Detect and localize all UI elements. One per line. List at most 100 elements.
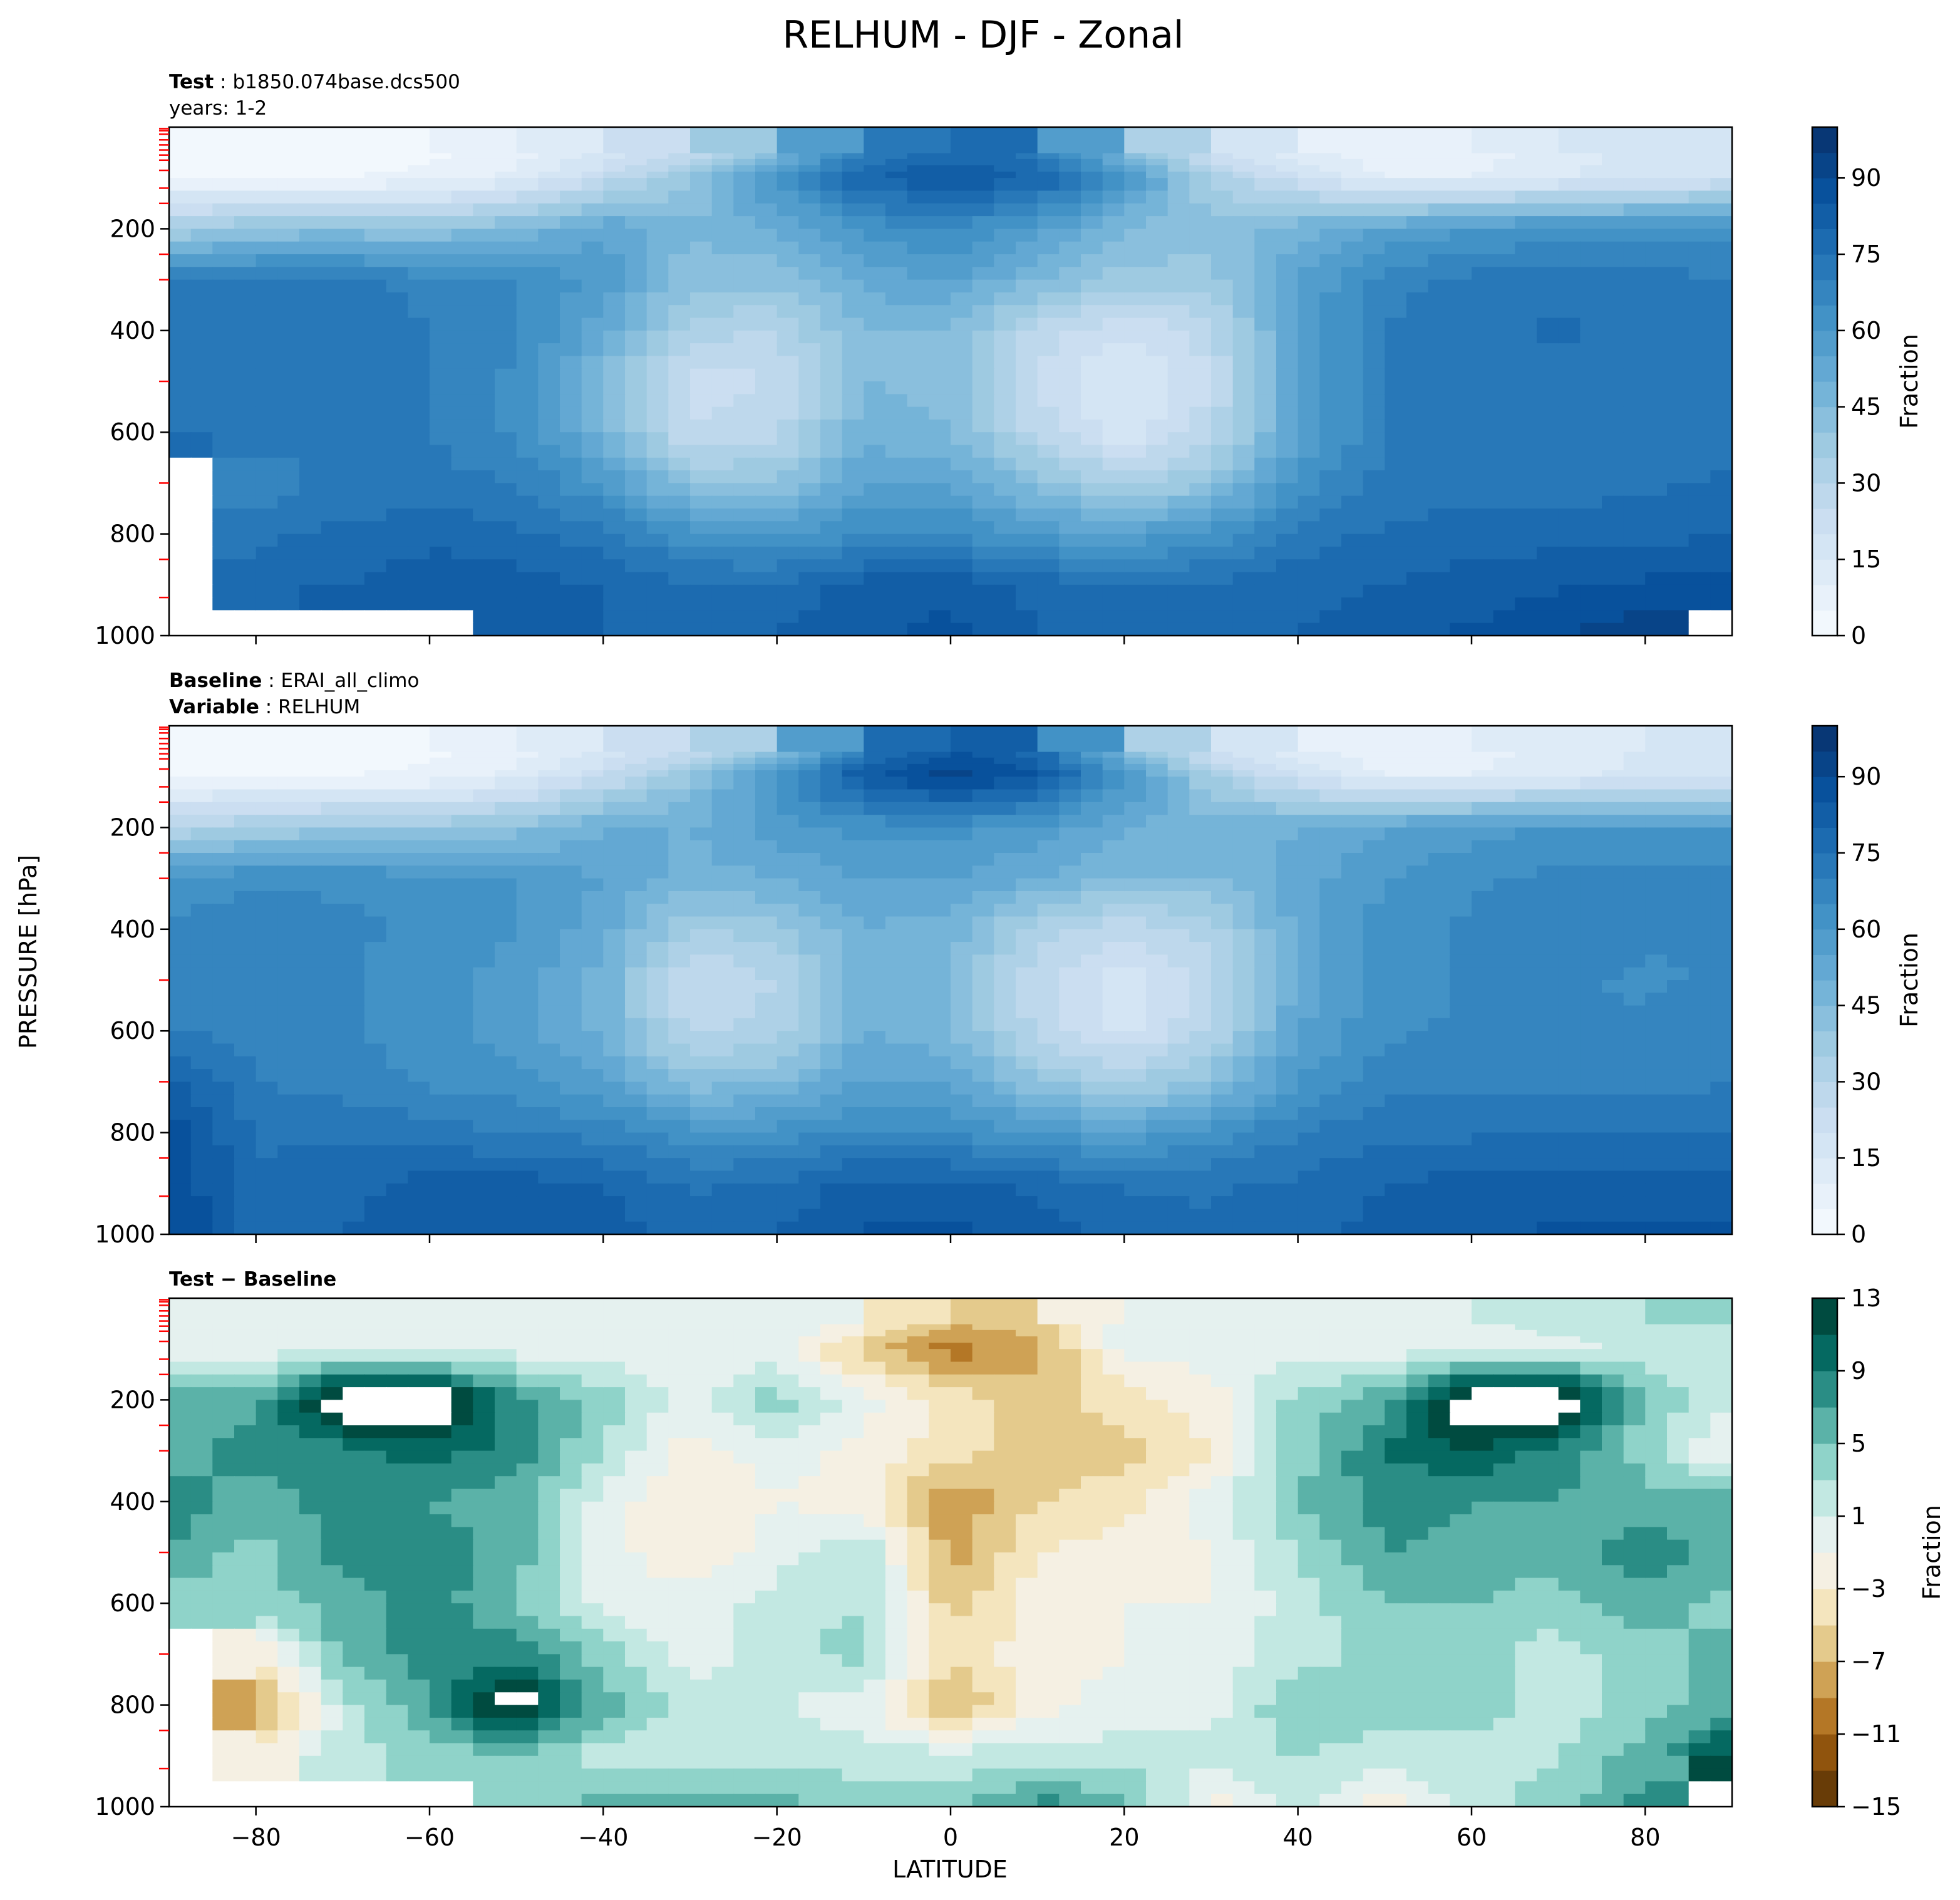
heatmap-cell xyxy=(885,853,908,867)
heatmap-cell xyxy=(994,483,1016,497)
heatmap-cell xyxy=(1580,904,1602,917)
heatmap-cell xyxy=(1319,343,1342,357)
heatmap-cell xyxy=(1124,1043,1147,1057)
heatmap-cell xyxy=(1254,254,1277,268)
heatmap-cell xyxy=(364,509,387,522)
heatmap-cell xyxy=(277,878,300,892)
heatmap-cell xyxy=(1167,165,1190,173)
heatmap-cell xyxy=(951,789,973,803)
heatmap-cell xyxy=(690,1005,713,1019)
heatmap-cell xyxy=(776,381,800,395)
heatmap-cell xyxy=(842,330,865,344)
heatmap-cell xyxy=(1254,534,1277,547)
heatmap-cell xyxy=(1602,827,1624,841)
heatmap-cell xyxy=(603,763,626,771)
heatmap-cell xyxy=(820,292,843,306)
panel-title-text: ERAI_all_climo xyxy=(281,669,420,692)
heatmap-cell xyxy=(1623,495,1646,509)
heatmap-cell xyxy=(255,1018,279,1032)
heatmap-cell xyxy=(1037,165,1060,173)
heatmap-cell xyxy=(625,916,647,930)
heatmap-cell xyxy=(495,853,517,867)
heatmap-cell xyxy=(1363,853,1386,867)
heatmap-cell xyxy=(321,789,344,803)
heatmap-cell xyxy=(711,432,735,446)
heatmap-cell xyxy=(299,546,322,560)
heatmap-cell xyxy=(516,483,539,497)
heatmap-cell xyxy=(1406,457,1429,472)
heatmap-cell xyxy=(907,980,930,994)
heatmap-cell xyxy=(1189,967,1212,981)
heatmap-cell xyxy=(516,381,539,395)
heatmap-cell xyxy=(255,980,279,994)
heatmap-cell xyxy=(864,916,886,930)
heatmap-cell xyxy=(690,597,713,611)
heatmap-cell xyxy=(798,178,821,192)
heatmap-cell xyxy=(668,381,691,395)
heatmap-cell xyxy=(907,279,930,293)
heatmap-cell xyxy=(1232,432,1256,446)
heatmap-cell xyxy=(711,942,735,956)
heatmap-cell xyxy=(1146,190,1168,204)
heatmap-cell xyxy=(1016,406,1038,420)
heatmap-cell xyxy=(364,891,387,905)
heatmap-cell xyxy=(951,394,973,408)
heatmap-cell xyxy=(1602,229,1624,242)
heatmap-cell xyxy=(190,840,214,854)
heatmap-cell xyxy=(625,802,647,816)
heatmap-cell xyxy=(234,929,257,943)
heatmap-cell xyxy=(451,584,474,599)
heatmap-cell xyxy=(1472,419,1494,433)
heatmap-cell xyxy=(711,1069,735,1083)
heatmap-cell xyxy=(603,521,626,535)
heatmap-cell xyxy=(255,445,279,458)
heatmap-cell xyxy=(386,178,409,192)
heatmap-cell xyxy=(929,178,951,192)
heatmap-cell xyxy=(733,406,756,420)
heatmap-cell xyxy=(1319,904,1342,917)
heatmap-cell xyxy=(798,190,821,204)
heatmap-cell xyxy=(1450,865,1472,879)
heatmap-cell xyxy=(951,865,973,879)
heatmap-cell xyxy=(711,757,735,765)
heatmap-cell xyxy=(1688,878,1711,892)
heatmap-cell xyxy=(1428,967,1451,981)
heatmap-cell xyxy=(1146,178,1168,192)
heatmap-cell xyxy=(1406,216,1429,230)
heatmap-cell xyxy=(711,763,735,771)
heatmap-cell xyxy=(1102,1043,1125,1057)
heatmap-cell xyxy=(842,1043,865,1057)
heatmap-cell xyxy=(972,158,995,166)
heatmap-cell xyxy=(1558,572,1581,586)
heatmap-cell xyxy=(299,394,322,408)
heatmap-cell xyxy=(364,368,387,382)
heatmap-cell xyxy=(430,305,452,319)
heatmap-cell xyxy=(364,165,387,173)
heatmap-cell xyxy=(343,840,365,854)
heatmap-cell xyxy=(430,610,452,624)
heatmap-cell xyxy=(1124,1031,1147,1045)
heatmap-cell xyxy=(776,1069,800,1083)
heatmap-cell xyxy=(690,993,713,1006)
heatmap-cell xyxy=(1472,343,1494,357)
heatmap-cell xyxy=(1037,954,1060,968)
heatmap-cell xyxy=(255,584,279,599)
heatmap-cell xyxy=(277,203,300,217)
heatmap-cell xyxy=(321,509,344,522)
heatmap-cell xyxy=(430,770,452,778)
heatmap-cell xyxy=(1580,853,1602,867)
heatmap-cell xyxy=(1623,622,1646,636)
heatmap-cell xyxy=(1428,1043,1451,1057)
heatmap-cell xyxy=(1232,368,1256,382)
heatmap-cell xyxy=(364,381,387,395)
heatmap-cell xyxy=(668,815,691,829)
heatmap-cell xyxy=(842,770,865,778)
heatmap-cell xyxy=(1710,445,1732,458)
heatmap-cell xyxy=(516,967,539,981)
heatmap-cell xyxy=(212,572,235,586)
heatmap-cell xyxy=(1623,432,1646,446)
heatmap-cell xyxy=(994,546,1016,560)
heatmap-cell xyxy=(1211,330,1234,344)
heatmap-cell xyxy=(1623,770,1646,778)
heatmap-cell xyxy=(1623,757,1646,765)
